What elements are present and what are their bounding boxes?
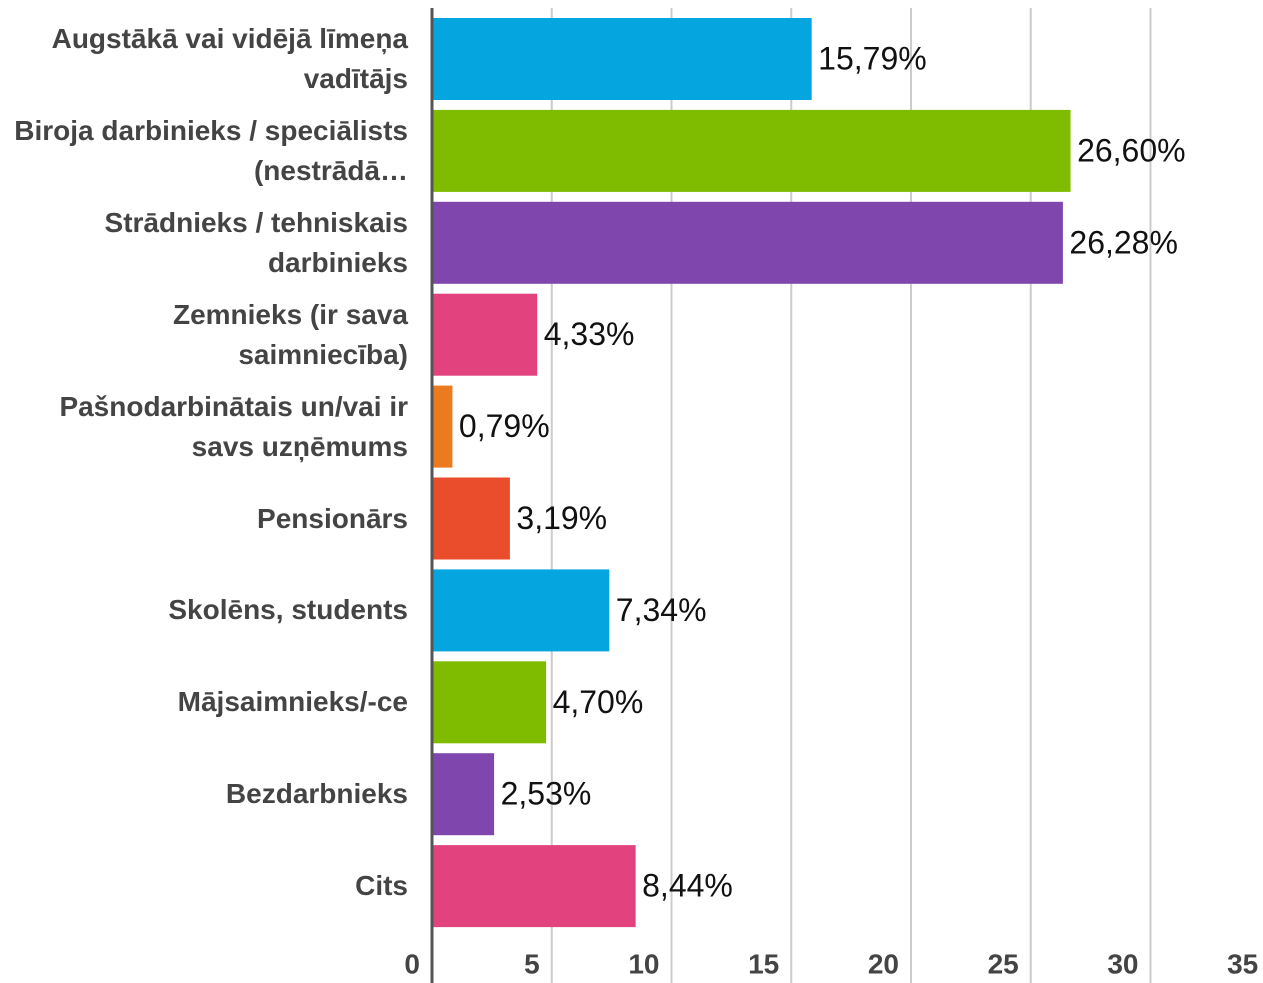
y-tick-label: Bezdarbnieks [225,778,408,810]
bar [433,109,1071,192]
value-label: 7,34% [616,592,707,628]
x-tick-label: 20 [868,948,899,979]
y-tick-label: Zemnieks (ir sava saimniecība) [172,298,408,370]
x-tick-label: 10 [628,948,659,979]
bar [433,661,547,744]
x-tick-label: 5 [524,948,540,979]
y-tick-label: Strādnieks / tehniskais darbinieks [104,206,408,278]
bar [433,569,610,652]
value-label: 15,79% [818,40,927,76]
y-tick-label: Pensionārs [257,502,408,534]
y-tick-label: Cits [355,870,408,902]
x-tick-label: 15 [748,948,779,979]
bar [433,293,538,376]
bar [433,385,453,468]
y-tick-label: Biroja darbinieks / speciālists (nestrād… [14,114,408,186]
value-label: 4,70% [553,684,644,720]
value-label: 26,28% [1069,224,1178,260]
value-label: 8,44% [642,868,733,904]
value-label: 2,53% [501,776,592,812]
x-tick-label: 30 [1107,948,1138,979]
bar [433,753,495,836]
x-tick-label: 25 [988,948,1019,979]
value-label: 3,19% [516,500,607,536]
bar [433,477,510,560]
bar [433,18,812,100]
x-tick-label: 0 [404,948,420,979]
x-tick-label: 35 [1227,948,1258,979]
bar [433,845,636,928]
value-label: 0,79% [459,408,550,444]
y-tick-label: Mājsaimnieks/-ce [177,686,408,718]
y-tick-label: Skolēns, students [168,594,408,626]
y-tick-label: Pašnodarbinātais un/vai ir savs uzņēmums [59,390,408,462]
value-label: 26,60% [1077,132,1186,168]
value-label: 4,33% [544,316,635,352]
bar [433,201,1063,284]
y-tick-label: Augstākā vai vidējā līmeņa vadītājs [51,23,408,94]
